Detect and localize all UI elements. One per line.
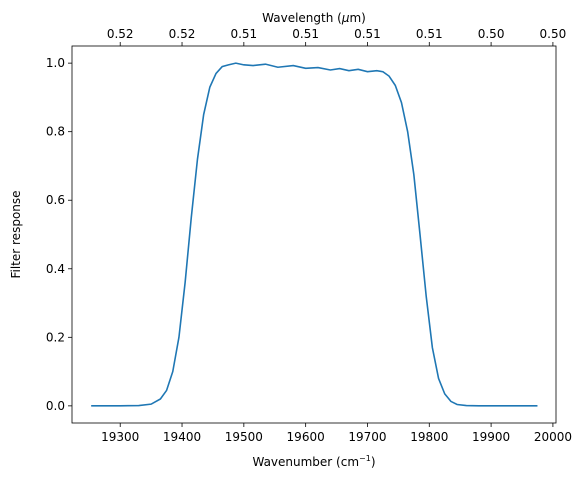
- x-tick-label: 19900: [472, 430, 510, 444]
- y-tick-label: 0.0: [46, 399, 65, 413]
- y-tick-label: 1.0: [46, 56, 65, 70]
- top-tick-label: 0.51: [416, 27, 443, 41]
- filter-response-line: [91, 62, 538, 407]
- x-tick-label: 20000: [534, 430, 572, 444]
- top-tick-label: 0.52: [169, 27, 196, 41]
- x-axis-label: Wavenumber (cm−1): [252, 454, 375, 469]
- top-tick-label: 0.51: [354, 27, 381, 41]
- plot-frame: [71, 45, 557, 424]
- top-tick-label: 0.50: [478, 27, 505, 41]
- top-x-axis-label: Wavelength (μm): [262, 11, 366, 25]
- x-tick-label: 19400: [163, 430, 201, 444]
- y-tick-label: 0.6: [46, 193, 65, 207]
- top-tick-label: 0.50: [540, 27, 567, 41]
- top-x-axis: 0.52 0.52 0.51 0.51 0.51 0.51 0.50 0.50: [107, 27, 566, 46]
- bottom-x-axis: 19300 19400 19500 19600 19700 19800 19900 20000: [101, 423, 572, 444]
- top-tick-label: 0.51: [292, 27, 319, 41]
- y-tick-label: 0.4: [46, 262, 65, 276]
- x-tick-label: 19600: [287, 430, 325, 444]
- top-tick-label: 0.51: [230, 27, 257, 41]
- x-tick-label: 19800: [410, 430, 448, 444]
- x-tick-label: 19500: [225, 430, 263, 444]
- x-tick-label: 19700: [348, 430, 386, 444]
- y-tick-label: 0.8: [46, 125, 65, 139]
- top-tick-label: 0.52: [107, 27, 134, 41]
- y-tick-label: 0.2: [46, 330, 65, 344]
- y-axis-label: Filter response: [9, 190, 23, 278]
- y-axis: 0.0 0.2 0.4 0.6 0.8 1.0: [46, 56, 72, 413]
- x-tick-label: 19300: [101, 430, 139, 444]
